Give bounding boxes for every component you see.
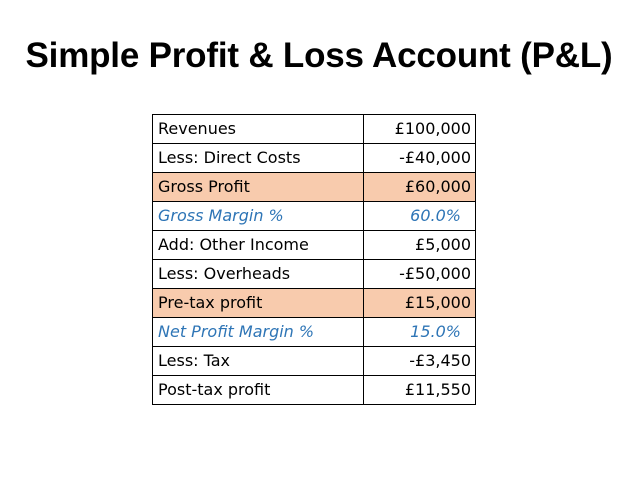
row-label: Net Profit Margin % bbox=[152, 317, 364, 347]
row-label: Gross Margin % bbox=[152, 201, 364, 231]
table-row-direct-costs: Less: Direct Costs -£40,000 bbox=[152, 143, 476, 173]
table-row-tax: Less: Tax -£3,450 bbox=[152, 346, 476, 376]
row-value: £11,550 bbox=[363, 375, 476, 405]
row-value: 60.0% bbox=[363, 201, 476, 231]
table-row-gross-margin: Gross Margin % 60.0% bbox=[152, 201, 476, 231]
page-title: Simple Profit & Loss Account (P&L) bbox=[25, 36, 613, 75]
row-value: 15.0% bbox=[363, 317, 476, 347]
row-label: Less: Overheads bbox=[152, 259, 364, 289]
row-label: Post-tax profit bbox=[152, 375, 364, 405]
row-value: £60,000 bbox=[363, 172, 476, 202]
row-label: Less: Direct Costs bbox=[152, 143, 364, 173]
table-row-net-profit-margin: Net Profit Margin % 15.0% bbox=[152, 317, 476, 347]
row-label: Gross Profit bbox=[152, 172, 364, 202]
row-value: -£3,450 bbox=[363, 346, 476, 376]
row-value: -£40,000 bbox=[363, 143, 476, 173]
row-label: Revenues bbox=[152, 114, 364, 144]
row-label: Pre-tax profit bbox=[152, 288, 364, 318]
row-value: -£50,000 bbox=[363, 259, 476, 289]
row-label: Less: Tax bbox=[152, 346, 364, 376]
table-row-revenues: Revenues £100,000 bbox=[152, 114, 476, 144]
row-label: Add: Other Income bbox=[152, 230, 364, 260]
row-value: £5,000 bbox=[363, 230, 476, 260]
table-row-gross-profit: Gross Profit £60,000 bbox=[152, 172, 476, 202]
table-row-other-income: Add: Other Income £5,000 bbox=[152, 230, 476, 260]
table-row-posttax-profit: Post-tax profit £11,550 bbox=[152, 375, 476, 405]
table-row-pretax-profit: Pre-tax profit £15,000 bbox=[152, 288, 476, 318]
row-value: £100,000 bbox=[363, 114, 476, 144]
table-row-overheads: Less: Overheads -£50,000 bbox=[152, 259, 476, 289]
profit-loss-table: Revenues £100,000 Less: Direct Costs -£4… bbox=[152, 114, 476, 405]
row-value: £15,000 bbox=[363, 288, 476, 318]
